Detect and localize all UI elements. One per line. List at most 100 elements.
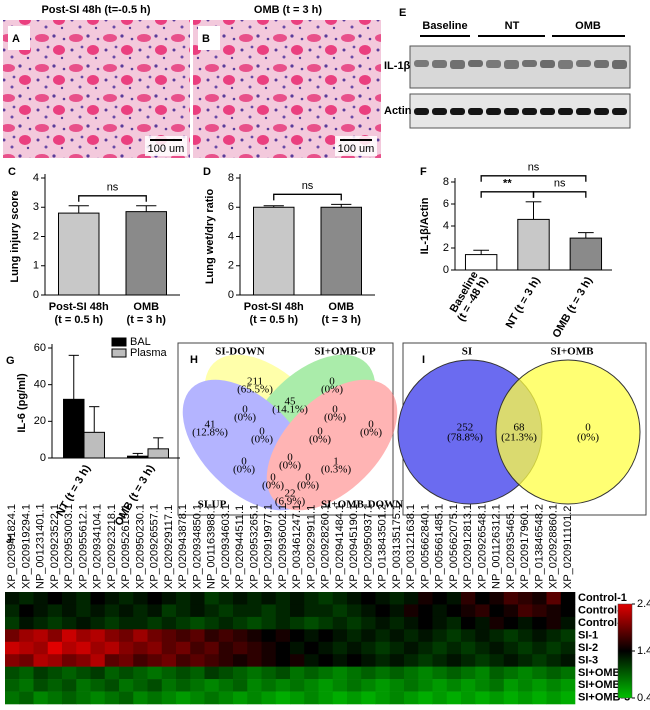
region-count: 0 xyxy=(585,422,591,434)
heat-cell xyxy=(190,691,205,705)
legend-label: BAL xyxy=(130,336,151,348)
heat-cell xyxy=(404,691,419,705)
heat-cell xyxy=(218,654,234,667)
heat-cell xyxy=(489,616,505,630)
heat-cell xyxy=(261,592,277,605)
heat-cell xyxy=(233,592,248,605)
heat-cell xyxy=(432,629,448,643)
heat-cell xyxy=(560,641,576,655)
heat-cell xyxy=(503,592,519,605)
heat-cell xyxy=(347,641,362,655)
label-box xyxy=(198,26,220,50)
heat-cell xyxy=(33,654,49,667)
heat-cell xyxy=(375,691,391,705)
row-label: Actin xyxy=(384,105,412,117)
heat-cell xyxy=(432,666,448,680)
heat-cell xyxy=(560,616,576,630)
legend-swatch xyxy=(111,337,127,347)
heat-cell xyxy=(47,604,63,618)
heat-cell xyxy=(47,592,63,605)
heat-cell xyxy=(275,616,291,630)
column-label: XP_020923522.1 xyxy=(49,504,61,589)
heat-cell xyxy=(361,641,376,655)
panel-label: J xyxy=(6,534,12,546)
heat-cell xyxy=(290,666,305,680)
heat-cell xyxy=(147,616,163,630)
heat-cell xyxy=(147,641,163,655)
heat-cell xyxy=(332,679,348,692)
heat-cell xyxy=(90,679,106,692)
heat-cell xyxy=(176,691,191,705)
blot-band xyxy=(504,60,519,69)
heat-cell xyxy=(33,679,49,692)
heat-cell xyxy=(503,604,519,618)
heat-cell xyxy=(304,604,319,618)
heat-cell xyxy=(76,604,91,618)
blot-band xyxy=(468,108,483,115)
significance-bracket xyxy=(273,193,342,201)
panel-label: A xyxy=(12,33,20,45)
heat-cell xyxy=(233,641,248,655)
heat-cell xyxy=(33,592,49,605)
heat-cell xyxy=(489,604,505,618)
set-label: SI-DOWN xyxy=(215,346,265,358)
region-percent: (14.1%) xyxy=(272,404,308,416)
heat-cell xyxy=(147,629,163,643)
y-tick-label: 0 xyxy=(40,452,46,464)
heat-cell xyxy=(475,666,490,680)
heat-cell xyxy=(347,604,362,618)
heat-cell xyxy=(104,679,120,692)
heat-cell xyxy=(304,616,319,630)
heat-cell xyxy=(518,679,533,692)
heat-cell xyxy=(147,666,163,680)
group-label: NT xyxy=(505,20,520,32)
heat-cell xyxy=(461,666,476,680)
heat-cell xyxy=(404,592,419,605)
heat-cell xyxy=(176,616,191,630)
heat-cell xyxy=(47,666,63,680)
heat-cell xyxy=(475,604,490,618)
bar xyxy=(58,212,100,296)
heat-cell xyxy=(161,641,177,655)
column-label: XP_020917960.1 xyxy=(519,504,531,589)
heat-cell xyxy=(404,641,419,655)
heat-cell xyxy=(290,604,305,618)
heat-cell xyxy=(347,679,362,692)
y-axis-label: IL-6 (pg/ml) xyxy=(16,373,28,433)
heat-cell xyxy=(461,641,476,655)
heat-cell xyxy=(76,691,91,705)
heat-cell xyxy=(147,654,163,667)
heat-cell xyxy=(33,691,49,705)
heat-cell xyxy=(147,592,163,605)
heat-cell xyxy=(560,654,576,667)
heat-cell xyxy=(204,604,220,618)
heat-cell xyxy=(332,654,348,667)
column-label: XP_005661485.1 xyxy=(434,504,446,589)
region-count: 41 xyxy=(205,419,216,431)
heat-cell xyxy=(304,654,319,667)
heat-cell xyxy=(503,679,519,692)
heat-cell xyxy=(33,616,49,630)
significance-label: ns xyxy=(528,162,540,174)
bar xyxy=(127,455,149,459)
heat-cell xyxy=(518,616,533,630)
column-label: XP_020953265.1 xyxy=(248,504,260,589)
heat-cell xyxy=(347,616,362,630)
heat-cell xyxy=(119,654,134,667)
heat-cell xyxy=(489,679,505,692)
panel-label: F xyxy=(420,166,427,178)
heat-cell xyxy=(62,592,77,605)
region-percent: (0%) xyxy=(262,480,284,492)
region-count: 22 xyxy=(285,488,296,500)
heat-cell xyxy=(233,691,248,705)
significance-bracket xyxy=(480,191,535,198)
row-label: SI+OMB-1 xyxy=(578,667,630,679)
significance-bracket xyxy=(480,175,587,182)
heat-cell xyxy=(261,629,277,643)
column-label: XP_003121638.1 xyxy=(405,504,417,589)
heat-cell xyxy=(560,592,576,605)
heat-cell xyxy=(119,616,134,630)
y-tick-label: 4 xyxy=(33,172,39,184)
region-count: 0 xyxy=(368,419,374,431)
venn-set xyxy=(266,379,398,511)
